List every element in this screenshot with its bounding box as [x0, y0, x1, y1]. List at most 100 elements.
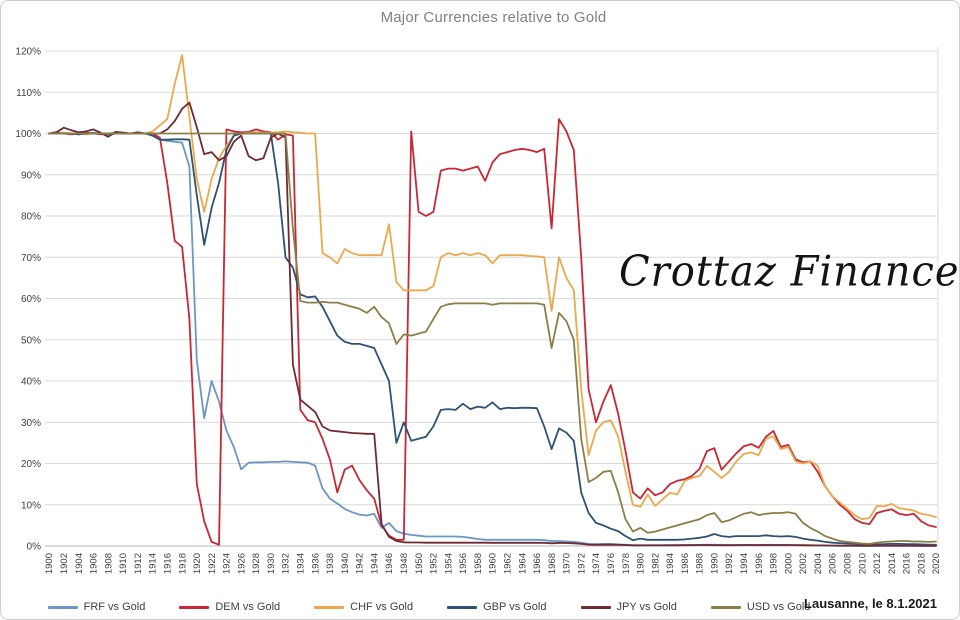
svg-text:80%: 80% — [21, 212, 41, 223]
series-line-gbp — [48, 132, 937, 546]
svg-text:1962: 1962 — [502, 553, 513, 574]
svg-text:30%: 30% — [21, 418, 41, 429]
svg-text:1980: 1980 — [636, 553, 647, 574]
svg-text:1904: 1904 — [74, 553, 85, 574]
legend-label: DEM vs Gold — [215, 601, 281, 613]
svg-text:1914: 1914 — [148, 553, 159, 574]
svg-text:1958: 1958 — [473, 553, 484, 574]
svg-text:1930: 1930 — [266, 553, 277, 574]
series-line-dem — [48, 118, 937, 546]
svg-text:1944: 1944 — [369, 553, 380, 574]
legend-label: FRF vs Gold — [83, 601, 146, 613]
svg-text:1966: 1966 — [532, 553, 543, 574]
legend-label: USD vs Gold — [746, 601, 811, 613]
svg-text:1960: 1960 — [488, 553, 499, 574]
svg-text:2016: 2016 — [902, 553, 913, 574]
svg-text:1946: 1946 — [384, 553, 395, 574]
svg-text:1984: 1984 — [665, 553, 676, 574]
svg-text:1972: 1972 — [576, 553, 587, 574]
svg-text:1942: 1942 — [355, 553, 366, 574]
svg-text:1926: 1926 — [236, 553, 247, 574]
series-line-usd — [48, 132, 937, 545]
svg-text:2008: 2008 — [843, 553, 854, 574]
svg-text:120%: 120% — [15, 47, 41, 58]
legend-item-jpy: JPY vs Gold — [580, 601, 677, 613]
legend-swatch — [179, 605, 210, 609]
svg-text:1988: 1988 — [695, 553, 706, 574]
svg-text:1996: 1996 — [754, 553, 765, 574]
svg-text:1990: 1990 — [709, 553, 720, 574]
svg-text:1994: 1994 — [739, 553, 750, 574]
svg-text:2020: 2020 — [931, 553, 942, 574]
svg-text:60%: 60% — [21, 294, 41, 305]
svg-text:1956: 1956 — [458, 553, 469, 574]
svg-text:0%: 0% — [27, 542, 42, 553]
series-line-chf — [48, 54, 937, 521]
svg-text:20%: 20% — [21, 459, 41, 470]
y-axis-labels: 0% 10% 20% 30% 40% 50% 60% 70% 80% 90% 100% 110% 120… — [15, 47, 41, 553]
svg-text:2014: 2014 — [887, 553, 898, 574]
svg-text:1934: 1934 — [296, 553, 307, 574]
svg-text:1910: 1910 — [118, 553, 129, 574]
legend-item-chf: CHF vs Gold — [314, 601, 413, 613]
svg-text:1928: 1928 — [251, 553, 262, 574]
legend-swatch — [710, 605, 741, 609]
svg-text:2006: 2006 — [828, 553, 839, 574]
legend-label: GBP vs Gold — [483, 601, 547, 613]
svg-text:1918: 1918 — [177, 553, 188, 574]
svg-text:1932: 1932 — [281, 553, 292, 574]
svg-text:1954: 1954 — [443, 553, 454, 574]
svg-text:50%: 50% — [21, 335, 41, 346]
svg-text:40%: 40% — [21, 377, 41, 388]
svg-text:1968: 1968 — [547, 553, 558, 574]
svg-text:70%: 70% — [21, 253, 41, 264]
svg-text:1982: 1982 — [650, 553, 661, 574]
svg-text:90%: 90% — [21, 170, 41, 181]
legend-item-usd: USD vs Gold — [710, 601, 811, 613]
svg-text:2000: 2000 — [783, 553, 794, 574]
svg-text:1950: 1950 — [414, 553, 425, 574]
svg-text:2012: 2012 — [872, 553, 883, 574]
chart-title: Major Currencies relative to Gold — [380, 9, 607, 26]
legend-swatch — [314, 605, 345, 609]
svg-text:1912: 1912 — [133, 553, 144, 574]
svg-text:10%: 10% — [21, 500, 41, 511]
svg-text:1992: 1992 — [724, 553, 735, 574]
watermark-text: Crottaz Finance — [619, 247, 960, 297]
date-stamp: Lausanne, le 8.1.2021 — [804, 596, 937, 611]
svg-text:2018: 2018 — [916, 553, 927, 574]
svg-text:1986: 1986 — [680, 553, 691, 574]
svg-text:100%: 100% — [15, 129, 41, 140]
legend-swatch — [580, 605, 611, 609]
legend-label: CHF vs Gold — [350, 601, 414, 613]
legend: FRF vs Gold DEM vs Gold CHF vs Gold GBP vs … — [47, 601, 811, 613]
svg-text:1902: 1902 — [59, 553, 70, 574]
svg-text:2002: 2002 — [798, 553, 809, 574]
svg-text:110%: 110% — [16, 88, 41, 99]
svg-text:1900: 1900 — [44, 553, 55, 574]
svg-text:1948: 1948 — [399, 553, 410, 574]
legend-label: JPY vs Gold — [616, 601, 677, 613]
svg-text:1920: 1920 — [192, 553, 203, 574]
svg-text:1916: 1916 — [162, 553, 173, 574]
svg-text:1922: 1922 — [207, 553, 218, 574]
svg-text:1998: 1998 — [769, 553, 780, 574]
svg-text:1976: 1976 — [606, 553, 617, 574]
legend-item-dem: DEM vs Gold — [179, 601, 280, 613]
svg-text:1908: 1908 — [103, 553, 114, 574]
x-axis-labels: 1900 1902 1904 1906 1908 1910 1912 1914 1916 1918… — [44, 553, 942, 574]
svg-text:1906: 1906 — [89, 553, 100, 574]
legend-item-gbp: GBP vs Gold — [447, 601, 547, 613]
legend-item-frf: FRF vs Gold — [47, 601, 146, 613]
svg-text:1952: 1952 — [429, 553, 440, 574]
svg-text:1936: 1936 — [310, 553, 321, 574]
legend-swatch — [47, 605, 78, 609]
svg-text:1970: 1970 — [562, 553, 573, 574]
svg-text:2010: 2010 — [857, 553, 868, 574]
svg-text:1978: 1978 — [621, 553, 632, 574]
svg-text:1940: 1940 — [340, 553, 351, 574]
svg-text:1974: 1974 — [591, 553, 602, 574]
gridlines — [45, 47, 939, 547]
legend-swatch — [447, 605, 478, 609]
